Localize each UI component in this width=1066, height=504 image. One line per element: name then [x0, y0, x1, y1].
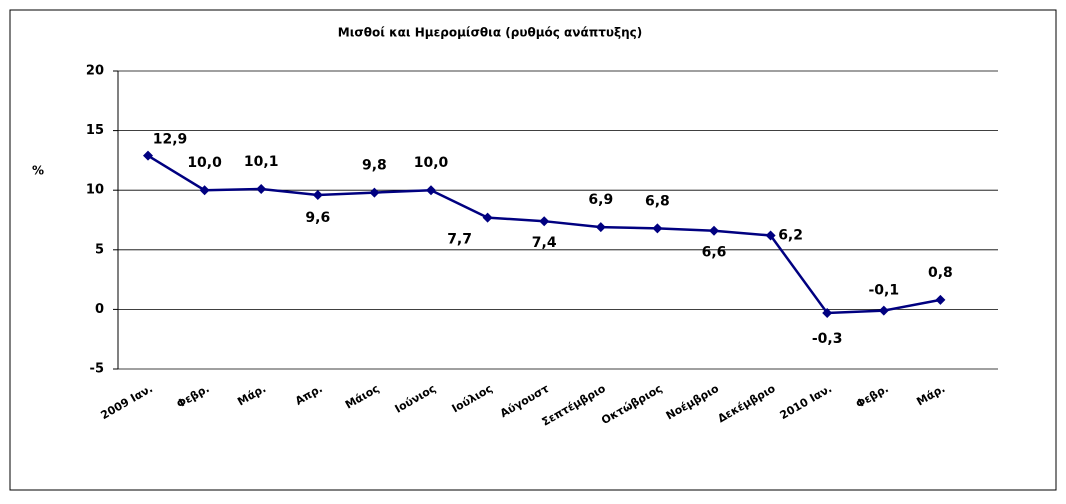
- data-label: 9,6: [305, 210, 330, 226]
- marker: [935, 294, 946, 305]
- data-label: 6,9: [588, 192, 613, 208]
- marker: [143, 150, 153, 161]
- y-tick-label: 20: [86, 64, 104, 79]
- marker: [595, 222, 606, 233]
- data-label: 10,1: [244, 154, 279, 170]
- y-tick-label: 15: [86, 123, 104, 138]
- data-label: 0,8: [928, 265, 953, 281]
- y-tick-label: 5: [95, 242, 104, 257]
- y-axis-label: %: [32, 164, 44, 178]
- data-label: 10,0: [187, 155, 222, 171]
- y-tick-label: -5: [90, 362, 104, 377]
- marker: [312, 189, 323, 200]
- data-label: 7,7: [447, 232, 472, 248]
- marker: [765, 230, 776, 241]
- data-label: 10,0: [414, 155, 449, 171]
- marker: [709, 225, 719, 236]
- marker: [878, 305, 889, 316]
- marker: [482, 212, 493, 223]
- data-label: -0,1: [868, 283, 899, 299]
- marker: [256, 184, 267, 195]
- marker: [822, 307, 833, 318]
- data-label: 6,6: [702, 245, 727, 261]
- data-label: 7,4: [532, 235, 557, 251]
- marker: [652, 223, 663, 234]
- marker: [539, 216, 550, 227]
- y-tick-label: 10: [86, 183, 104, 198]
- data-label: 6,8: [645, 193, 670, 209]
- data-label: 6,2: [778, 227, 803, 243]
- y-tick-label: 0: [95, 302, 104, 317]
- marker: [199, 185, 210, 196]
- marker: [426, 185, 436, 196]
- data-label: 12,9: [153, 132, 188, 148]
- marker: [369, 187, 380, 198]
- data-label: -0,3: [812, 331, 843, 347]
- data-label: 9,8: [362, 158, 387, 174]
- chart-title: Μισθοί και Ημερομίσθια (ρυθμός ανάπτυξης…: [338, 26, 642, 40]
